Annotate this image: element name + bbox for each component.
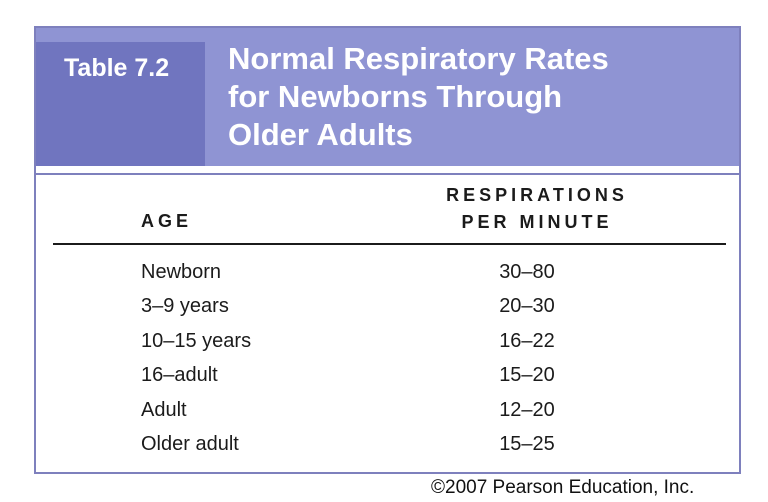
column-header-respirations: RESPIRATIONS PER MINUTE	[422, 182, 652, 236]
rate-cell: 20–30	[499, 295, 555, 318]
respiratory-rates-table: Table 7.2 Normal Respiratory Rates for N…	[34, 26, 741, 474]
table-row: Newborn 30–80	[36, 256, 739, 290]
table-title-line: Normal Respiratory Rates	[228, 41, 609, 76]
age-cell: Adult	[141, 398, 187, 421]
rate-cell: 15–20	[499, 364, 555, 387]
copyright-notice: ©2007 Pearson Education, Inc.	[431, 477, 695, 498]
table-row: Adult 12–20	[36, 394, 739, 428]
table-row: Older adult 15–25	[36, 428, 739, 462]
rate-cell: 30–80	[499, 261, 555, 283]
table-title-line: Older Adults	[228, 117, 413, 152]
table-label-box: Table 7.2	[36, 42, 205, 166]
table-label: Table 7.2	[64, 54, 170, 82]
table-title: Normal Respiratory Rates for Newborns Th…	[228, 40, 609, 154]
table-title-line: for Newborns Through	[228, 79, 563, 114]
table-body: Newborn 30–80 3–9 years 20–30 10–15 year…	[36, 256, 739, 462]
age-cell: Newborn	[141, 261, 222, 283]
age-cell: 10–15 years	[141, 329, 252, 352]
rate-cell: 15–25	[499, 432, 555, 455]
table-header-band: Table 7.2 Normal Respiratory Rates for N…	[36, 28, 739, 166]
header-divider	[36, 173, 739, 175]
age-cell: Older adult	[141, 432, 239, 455]
age-cell: 3–9 years	[141, 295, 229, 318]
table-row: 10–15 years 16–22	[36, 325, 739, 359]
rate-cell: 16–22	[499, 329, 555, 352]
column-header-line: PER MINUTE	[461, 212, 613, 232]
table-row: 16–adult 15–20	[36, 359, 739, 393]
rate-cell: 12–20	[499, 398, 555, 421]
age-cell: 16–adult	[141, 364, 218, 387]
column-header-divider	[53, 243, 726, 245]
column-header-age: AGE	[141, 211, 193, 231]
column-header-line: RESPIRATIONS	[446, 185, 628, 205]
table-row: 3–9 years 20–30	[36, 290, 739, 324]
